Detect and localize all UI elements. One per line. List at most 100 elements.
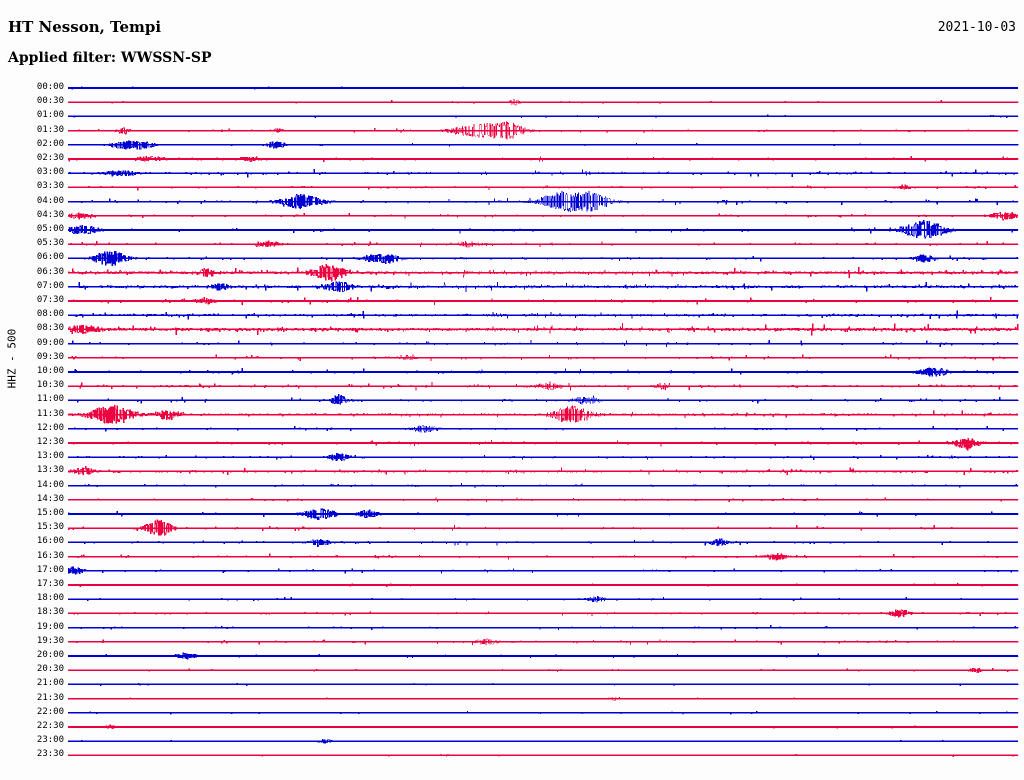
trace-row-0900: [68, 340, 1019, 348]
trace-row-0930: [68, 354, 1019, 362]
applied-filter-label: Applied filter: WWSSN-SP: [8, 50, 212, 66]
time-tick-0900: 09:00: [36, 337, 64, 348]
time-tick-1800: 18:00: [36, 593, 64, 604]
time-tick-2330: 23:30: [36, 749, 64, 760]
trace-row-1300: [68, 453, 1019, 462]
time-tick-0800: 08:00: [36, 309, 64, 320]
time-tick-0630: 06:30: [36, 266, 64, 277]
time-tick-0200: 02:00: [36, 138, 64, 149]
trace-row-0730: [68, 296, 1019, 305]
time-tick-1330: 13:30: [36, 465, 64, 476]
trace-row-2000: [68, 652, 1019, 660]
trace-row-0800: [68, 310, 1019, 320]
trace-row-1600: [68, 538, 1019, 547]
trace-row-0230: [68, 155, 1019, 162]
trace-row-1430: [68, 497, 1019, 503]
time-tick-0000: 00:00: [36, 82, 64, 92]
time-tick-2000: 20:00: [36, 650, 64, 660]
trace-row-1030: [68, 381, 1019, 391]
time-tick-2130: 21:30: [36, 692, 64, 703]
time-tick-0300: 03:00: [36, 167, 64, 178]
time-tick-0500: 05:00: [36, 224, 64, 234]
trace-row-0600: [68, 250, 1019, 266]
time-tick-1830: 18:30: [36, 607, 64, 618]
trace-row-1500: [68, 508, 1019, 521]
trace-row-0830: [68, 323, 1019, 336]
time-tick-1300: 13:00: [36, 451, 64, 462]
trace-row-0130: [68, 121, 1019, 140]
trace-row-1930: [68, 638, 1019, 646]
trace-row-2330: [68, 753, 1019, 757]
trace-row-1830: [68, 609, 1019, 618]
trace-row-2030: [68, 667, 1019, 673]
trace-row-1530: [68, 519, 1019, 536]
time-tick-1730: 17:30: [36, 579, 64, 589]
trace-row-1730: [68, 583, 1019, 587]
time-tick-0830: 08:30: [36, 323, 64, 334]
time-tick-0600: 06:00: [36, 252, 64, 263]
trace-row-1700: [68, 566, 1019, 575]
trace-row-1330: [68, 466, 1019, 476]
time-tick-0030: 00:30: [36, 96, 64, 107]
trace-row-1200: [68, 425, 1019, 433]
trace-row-0630: [68, 264, 1019, 282]
trace-canvas: [68, 86, 1019, 757]
trace-row-0300: [68, 169, 1019, 178]
time-tick-0530: 05:30: [36, 238, 64, 249]
trace-row-0000: [68, 86, 1019, 90]
time-tick-1400: 14:00: [36, 479, 64, 490]
time-tick-2200: 22:00: [36, 706, 64, 717]
time-tick-1630: 16:30: [36, 550, 64, 561]
trace-row-1800: [68, 596, 1019, 603]
trace-row-2130: [68, 696, 1019, 701]
time-tick-1000: 10:00: [36, 366, 64, 376]
trace-row-2100: [68, 682, 1019, 687]
chart-header: HT Nesson, Tempi 2021-10-03 Applied filt…: [0, 0, 1024, 78]
trace-row-0330: [68, 184, 1019, 191]
trace-row-0430: [68, 212, 1019, 221]
time-tick-1500: 15:00: [36, 508, 64, 518]
time-tick-1200: 12:00: [36, 422, 64, 433]
time-tick-2030: 20:30: [36, 664, 64, 675]
trace-row-0500: [68, 220, 1019, 239]
time-tick-1230: 12:30: [36, 437, 64, 447]
time-tick-1900: 19:00: [36, 621, 64, 632]
trace-row-2200: [68, 710, 1019, 715]
trace-row-1100: [68, 394, 1019, 405]
trace-row-0700: [68, 281, 1019, 293]
time-tick-1100: 11:00: [36, 394, 64, 405]
page-title: HT Nesson, Tempi: [8, 18, 162, 36]
time-tick-2230: 22:30: [36, 721, 64, 731]
time-tick-0400: 04:00: [36, 195, 64, 206]
trace-row-0530: [68, 240, 1019, 248]
trace-row-1230: [68, 438, 1019, 451]
trace-row-0030: [68, 99, 1019, 106]
trace-row-0400: [68, 191, 1019, 212]
time-tick-1700: 17:00: [36, 564, 64, 575]
trace-row-1400: [68, 482, 1019, 489]
trace-row-2230: [68, 724, 1019, 729]
time-tick-2300: 23:00: [36, 735, 64, 746]
time-tick-0430: 04:30: [36, 209, 64, 220]
trace-row-2300: [68, 738, 1019, 744]
record-date: 2021-10-03: [937, 20, 1016, 35]
time-tick-1130: 11:30: [36, 408, 64, 419]
time-tick-1930: 19:30: [36, 635, 64, 646]
trace-row-0100: [68, 114, 1019, 119]
time-tick-0730: 07:30: [36, 295, 64, 305]
time-tick-1030: 10:30: [36, 380, 64, 391]
time-tick-1600: 16:00: [36, 536, 64, 547]
trace-row-1000: [68, 367, 1019, 377]
time-tick-0330: 03:30: [36, 181, 64, 192]
time-tick-0100: 01:00: [36, 110, 64, 121]
time-tick-0130: 01:30: [36, 124, 64, 135]
time-tick-0700: 07:00: [36, 280, 64, 291]
time-tick-1430: 14:30: [36, 493, 64, 504]
trace-row-1130: [68, 405, 1019, 424]
time-tick-0230: 02:30: [36, 153, 64, 163]
trace-row-1630: [68, 553, 1019, 561]
trace-row-0200: [68, 140, 1019, 150]
time-tick-1530: 15:30: [36, 522, 64, 533]
seismogram-plot: 00:00 00:30 01:00 01:30 02:00 02:30 03:00 03:30…: [0, 78, 1024, 778]
time-tick-0930: 09:30: [36, 351, 64, 362]
